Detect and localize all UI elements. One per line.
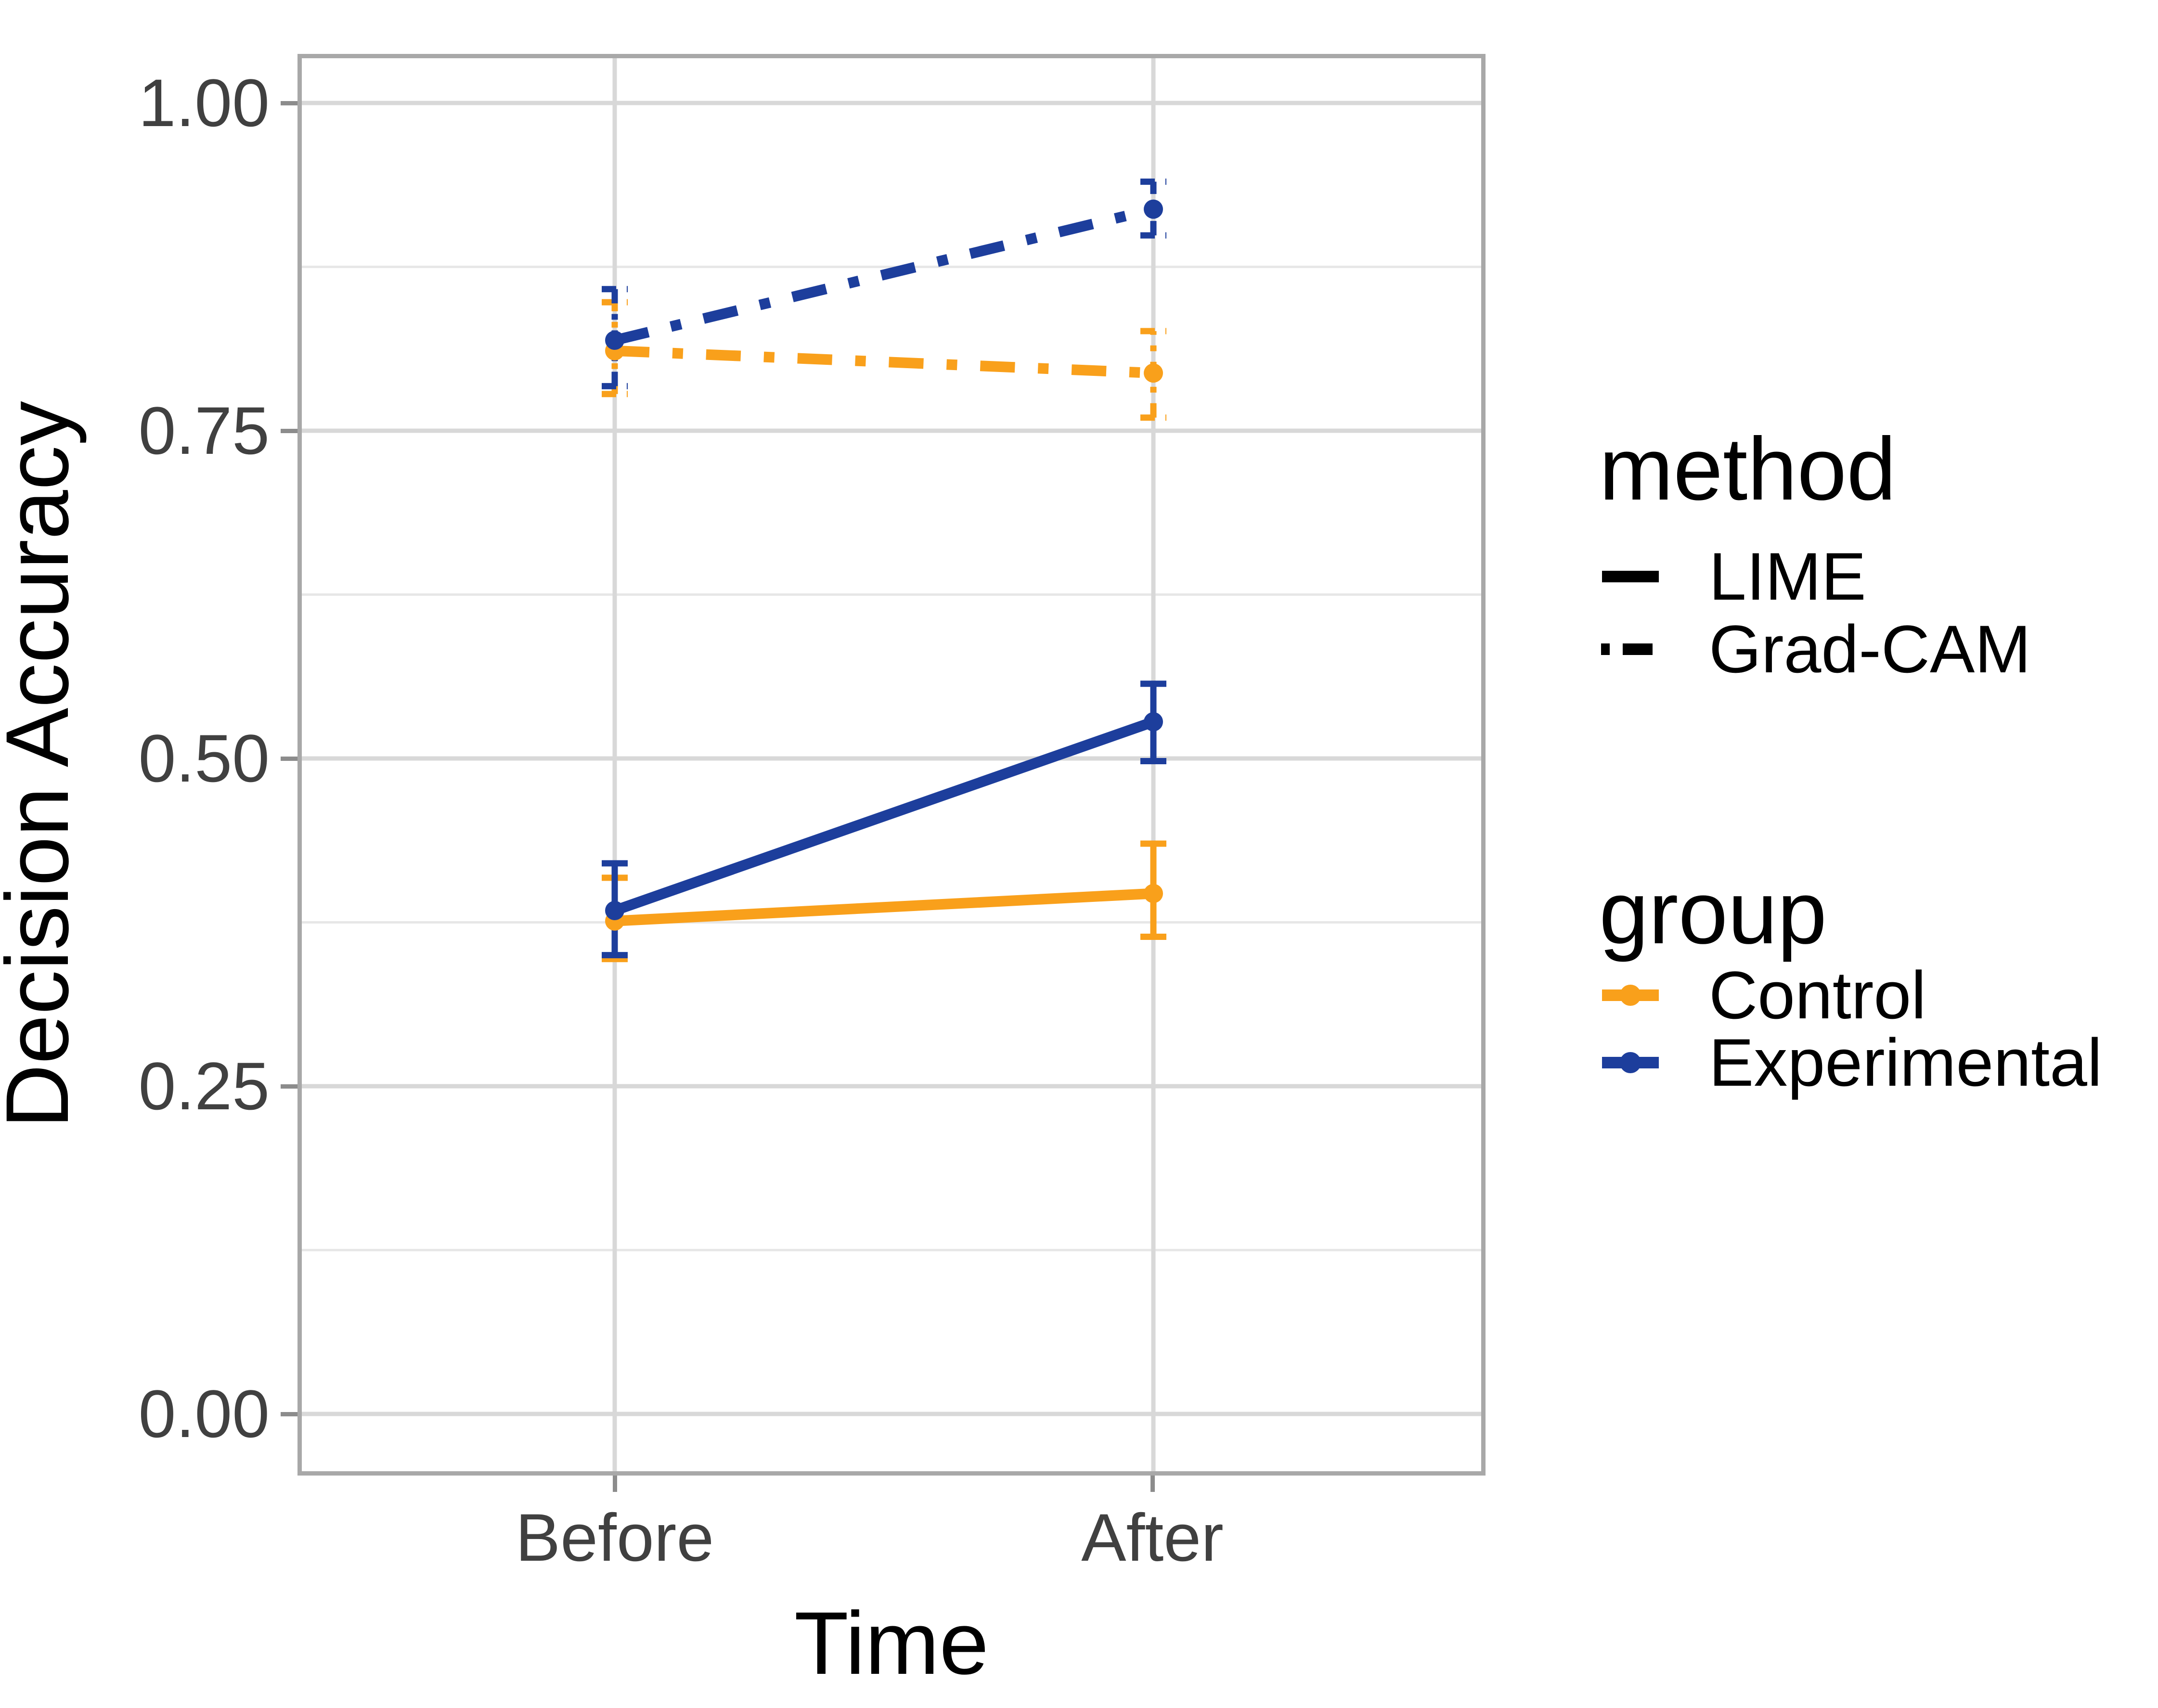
legend-item-lime: LIME [1599,539,1866,614]
x-tick-label-before: Before [515,1500,714,1575]
x-tick-mark [1150,1476,1155,1492]
legend-item-experimental: Experimental [1599,1025,2102,1100]
panel-border [297,54,1486,1476]
y-tick-label: 0.00 [138,1376,270,1451]
legend-group-title: group [1599,863,1827,963]
data-point [1144,363,1163,383]
series-line [613,204,1155,346]
y-tick-mark [281,101,297,105]
y-tick-mark [281,757,297,761]
data-point [1144,712,1163,732]
x-tick-mark [613,1476,617,1492]
legend-item-label: Control [1709,957,1926,1033]
experimental-pointrange-icon [1602,1052,1659,1073]
series-line [614,345,1154,379]
y-tick-label: 0.50 [138,720,270,796]
gradcam-dashdot-line-icon [1601,643,1660,655]
legend-item-label: Grad-CAM [1709,611,2031,687]
y-tick-mark [281,1412,297,1416]
legend-item-control: Control [1599,957,1926,1033]
control-pointrange-icon [1602,985,1659,1006]
data-point [1144,199,1163,219]
series-line [614,888,1154,926]
series-line [613,717,1155,916]
legend-item-label: Experimental [1709,1025,2103,1100]
y-tick-label: 0.75 [138,393,270,468]
y-tick-label: 0.25 [138,1048,270,1124]
x-axis-title: Time [794,1594,989,1693]
x-tick-label-after: After [1081,1500,1224,1575]
lime-solid-line-icon [1602,571,1659,582]
legend-item-label: LIME [1709,539,1866,614]
y-tick-mark [281,1084,297,1089]
y-axis-title: Decision Accuracy [0,401,87,1129]
legend-method-title: method [1599,420,1897,519]
plot-panel [297,54,1486,1476]
y-tick-label: 1.00 [138,65,270,141]
data-point [605,900,624,920]
plot-area-svg [297,54,1486,1476]
legend-item-gradcam: Grad-CAM [1599,611,2031,687]
data-point [1144,884,1163,903]
y-tick-mark [281,429,297,433]
data-point [605,331,624,350]
